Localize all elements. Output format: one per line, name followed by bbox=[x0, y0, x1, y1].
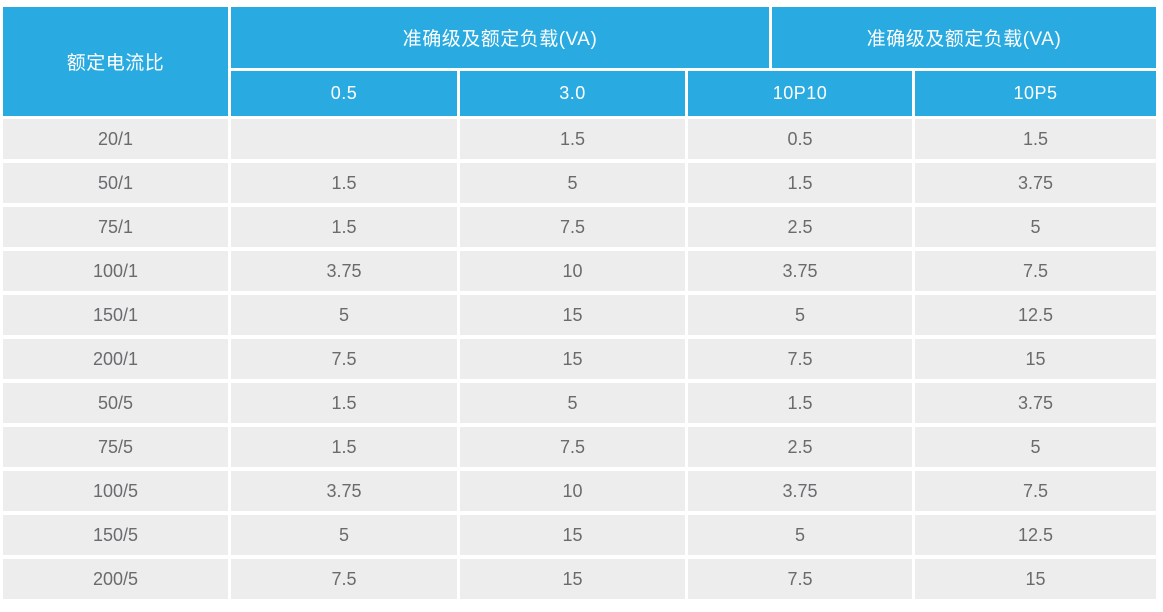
row-ratio-cell: 200/5 bbox=[3, 559, 228, 599]
burden-value-cell: 15 bbox=[460, 339, 685, 379]
burden-value-cell: 15 bbox=[915, 559, 1156, 599]
row-ratio-cell: 75/5 bbox=[3, 427, 228, 467]
burden-value-cell: 1.5 bbox=[688, 163, 912, 203]
header-cell-class-0-5: 0.5 bbox=[231, 71, 457, 116]
row-ratio-cell: 20/1 bbox=[3, 119, 228, 159]
burden-value-cell: 7.5 bbox=[688, 339, 912, 379]
burden-value-cell: 12.5 bbox=[915, 295, 1156, 335]
table-row: 75/5 1.5 7.5 2.5 5 bbox=[3, 427, 1156, 467]
table-row: 150/1 5 15 5 12.5 bbox=[3, 295, 1156, 335]
burden-value-cell: 5 bbox=[231, 295, 457, 335]
table-row: 75/1 1.5 7.5 2.5 5 bbox=[3, 207, 1156, 247]
header-group-accuracy-burden-right: 准确级及额定负载(VA) bbox=[772, 7, 1156, 68]
table-row: 50/5 1.5 5 1.5 3.75 bbox=[3, 383, 1156, 423]
burden-value-cell: 7.5 bbox=[915, 471, 1156, 511]
burden-value-cell: 7.5 bbox=[915, 251, 1156, 291]
burden-value-cell: 1.5 bbox=[915, 119, 1156, 159]
burden-value-cell: 1.5 bbox=[460, 119, 685, 159]
burden-value-cell: 1.5 bbox=[688, 383, 912, 423]
burden-value-cell: 5 bbox=[460, 163, 685, 203]
burden-value-cell: 5 bbox=[460, 383, 685, 423]
row-ratio-cell: 50/5 bbox=[3, 383, 228, 423]
burden-value-cell: 0.5 bbox=[688, 119, 912, 159]
burden-value-cell: 1.5 bbox=[231, 427, 457, 467]
burden-value-cell: 15 bbox=[460, 295, 685, 335]
burden-value-cell: 2.5 bbox=[688, 427, 912, 467]
header-cell-class-3-0: 3.0 bbox=[460, 71, 685, 116]
table-row: 200/5 7.5 15 7.5 15 bbox=[3, 559, 1156, 599]
row-ratio-cell: 100/5 bbox=[3, 471, 228, 511]
row-ratio-cell: 150/5 bbox=[3, 515, 228, 555]
burden-value-cell: 3.75 bbox=[688, 471, 912, 511]
burden-value-cell: 10 bbox=[460, 251, 685, 291]
table-row: 100/1 3.75 10 3.75 7.5 bbox=[3, 251, 1156, 291]
burden-value-cell: 10 bbox=[460, 471, 685, 511]
header-cell-rated-current-ratio: 额定电流比 bbox=[3, 7, 228, 116]
row-ratio-cell: 100/1 bbox=[3, 251, 228, 291]
header-cell-class-10p10: 10P10 bbox=[688, 71, 912, 116]
row-ratio-cell: 50/1 bbox=[3, 163, 228, 203]
burden-value-cell: 7.5 bbox=[231, 559, 457, 599]
table-row: 150/5 5 15 5 12.5 bbox=[3, 515, 1156, 555]
burden-value-cell: 3.75 bbox=[915, 163, 1156, 203]
burden-value-cell: 15 bbox=[460, 559, 685, 599]
burden-value-cell: 3.75 bbox=[231, 251, 457, 291]
burden-value-cell: 5 bbox=[688, 515, 912, 555]
table-row: 20/1 1.5 0.5 1.5 bbox=[3, 119, 1156, 159]
burden-value-cell: 5 bbox=[688, 295, 912, 335]
header-cell-class-10p5: 10P5 bbox=[915, 71, 1156, 116]
row-ratio-cell: 200/1 bbox=[3, 339, 228, 379]
burden-value-cell: 7.5 bbox=[460, 207, 685, 247]
burden-value-cell: 5 bbox=[915, 427, 1156, 467]
table-body: 20/1 1.5 0.5 1.5 50/1 1.5 5 1.5 3.75 75/1 1.5 7.5 2.… bbox=[3, 119, 1156, 599]
burden-value-cell: 1.5 bbox=[231, 207, 457, 247]
table-row: 200/1 7.5 15 7.5 15 bbox=[3, 339, 1156, 379]
row-ratio-cell: 150/1 bbox=[3, 295, 228, 335]
burden-value-cell: 15 bbox=[460, 515, 685, 555]
burden-value-cell: 3.75 bbox=[688, 251, 912, 291]
header-group-accuracy-burden-left: 准确级及额定负载(VA) bbox=[231, 7, 769, 68]
burden-value-cell: 7.5 bbox=[231, 339, 457, 379]
table-row: 100/5 3.75 10 3.75 7.5 bbox=[3, 471, 1156, 511]
burden-value-cell: 7.5 bbox=[460, 427, 685, 467]
row-ratio-cell: 75/1 bbox=[3, 207, 228, 247]
burden-value-cell: 5 bbox=[231, 515, 457, 555]
table-row: 50/1 1.5 5 1.5 3.75 bbox=[3, 163, 1156, 203]
burden-value-cell: 1.5 bbox=[231, 163, 457, 203]
burden-value-cell: 1.5 bbox=[231, 383, 457, 423]
burden-value-cell: 5 bbox=[915, 207, 1156, 247]
burden-value-cell: 3.75 bbox=[231, 471, 457, 511]
burden-value-cell: 7.5 bbox=[688, 559, 912, 599]
burden-value-cell: 12.5 bbox=[915, 515, 1156, 555]
burden-value-cell: 3.75 bbox=[915, 383, 1156, 423]
burden-value-cell bbox=[231, 119, 457, 159]
burden-value-cell: 2.5 bbox=[688, 207, 912, 247]
burden-value-cell: 15 bbox=[915, 339, 1156, 379]
